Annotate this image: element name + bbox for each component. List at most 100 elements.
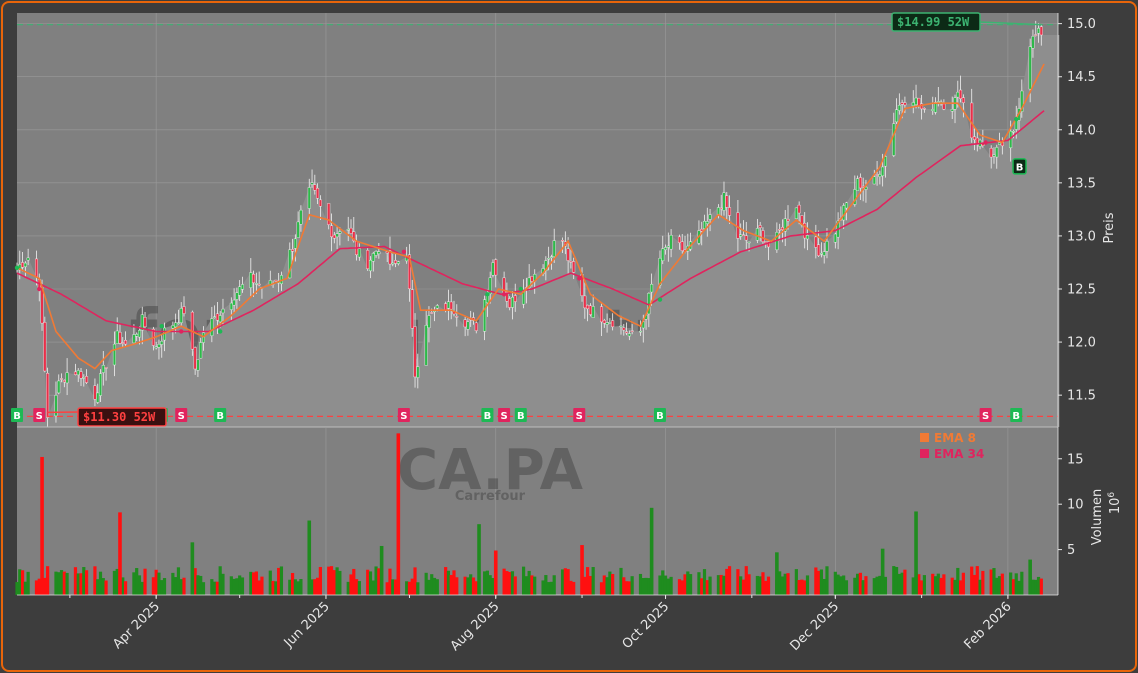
volume-bar-up (483, 571, 487, 595)
volume-bar-down (513, 576, 517, 595)
candle-body (394, 260, 398, 264)
sell-signal-label: S (400, 411, 407, 422)
candle-body (630, 330, 634, 332)
candle-body (661, 248, 665, 261)
volume-bar-up (1036, 576, 1041, 595)
candle-body (922, 108, 926, 110)
volume-bar-down (182, 577, 186, 595)
candle-body (366, 250, 370, 269)
candle-body (900, 102, 904, 105)
candle-body (338, 231, 342, 234)
volume-bar-up (872, 578, 876, 595)
candle-body (897, 105, 901, 111)
volume-bar-up (922, 575, 926, 595)
candle-body (736, 212, 740, 239)
volume-bar-down (449, 574, 453, 595)
candle-body (747, 241, 751, 244)
candle-body (794, 207, 798, 220)
volume-bar-down (961, 572, 965, 595)
volume-bar-up (894, 566, 899, 595)
volume-bar-up (953, 579, 957, 595)
volume-bar-down (329, 566, 334, 595)
candle-body (171, 325, 175, 329)
volume-bar-up (1014, 573, 1018, 595)
candle-body (407, 254, 411, 290)
52w-high-label: $14.99 52W (897, 15, 970, 29)
volume-bar-up (218, 566, 222, 595)
sell-signal-box (175, 408, 188, 422)
volume-bar-up (310, 579, 314, 595)
candle-body (825, 241, 829, 252)
sell-signal-label: S (982, 411, 989, 422)
candle-body (569, 260, 573, 263)
volume-bar-up (836, 574, 840, 595)
volume-bar-up (374, 566, 378, 595)
candle-body (494, 259, 498, 276)
volume-bar-up (549, 581, 554, 595)
volume-bar-up (296, 581, 300, 595)
candle-body (388, 250, 392, 265)
candle-body (583, 295, 587, 309)
volume-bar-up (430, 574, 434, 595)
candle-body (73, 371, 77, 375)
volume-bar-down (93, 566, 97, 595)
price-y-tick-label: 14.5 (1067, 70, 1096, 85)
volume-bar-up (1017, 580, 1021, 595)
volume-bar-spike (190, 542, 195, 595)
volume-y-tick-label: 5 (1067, 543, 1075, 558)
candle-body (1011, 131, 1015, 133)
volume-y-axis: 5 10 15 (1057, 427, 1084, 595)
candle-body (213, 316, 217, 318)
volume-bar-up (669, 576, 673, 595)
buy-signal-box (11, 408, 23, 422)
candle-body (430, 312, 434, 314)
candle-body (85, 376, 89, 383)
volume-bar-up (427, 579, 431, 595)
sell-signal-label: S (576, 411, 583, 422)
candle-body (96, 392, 100, 403)
volume-bar-up (101, 578, 105, 595)
volume-bar-up (160, 580, 164, 595)
candle-body (858, 177, 862, 189)
volume-bar-spike (477, 524, 481, 595)
volume-bar-up (842, 575, 846, 595)
candle-body (124, 340, 128, 345)
candle-body (739, 234, 743, 237)
candle-body (174, 322, 178, 328)
x-tick-label: Aug 2025 (448, 599, 503, 654)
candle-body (903, 102, 907, 106)
candle-body (505, 291, 509, 302)
volume-bar-up (883, 576, 888, 595)
candle-body (93, 385, 97, 400)
volume-bar-up (196, 575, 200, 595)
candle-body (54, 395, 58, 417)
volume-bar-down (917, 574, 921, 595)
candle-body (875, 174, 879, 176)
volume-bar-down (975, 566, 979, 595)
candle-body (638, 330, 642, 333)
volume-bar-up (54, 571, 58, 595)
candle-body (588, 305, 592, 315)
legend-label-ema-34: EMA 34 (934, 447, 984, 461)
candle-body (176, 322, 180, 324)
volume-bar-down (931, 573, 935, 595)
candle-body (878, 174, 882, 178)
buy-signal-label: B (517, 411, 525, 422)
volume-y-tick-label: 15 (1067, 452, 1084, 467)
candle-body (249, 272, 253, 288)
candle-body (210, 318, 214, 336)
volume-bar-up (819, 569, 824, 595)
volume-bar-up (875, 576, 879, 595)
signal-point (179, 329, 184, 334)
candle-body (803, 223, 807, 239)
candle-body (424, 325, 428, 366)
candle-body (446, 301, 450, 309)
volume-bar-up (658, 575, 662, 595)
candle-body (346, 229, 350, 231)
volume-bars (15, 433, 1043, 595)
candle-body (561, 239, 565, 242)
volume-bar-down (318, 566, 322, 595)
signal-markers: BSBSBSBSBSBSB (11, 116, 1023, 422)
volume-bar-spike (580, 545, 584, 595)
volume-bar-up (778, 571, 782, 595)
